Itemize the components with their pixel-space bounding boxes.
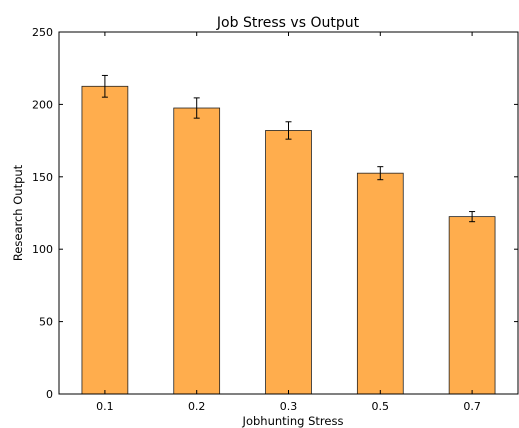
bar bbox=[265, 130, 312, 395]
error-bar bbox=[285, 121, 292, 140]
y-tick-label: 150 bbox=[32, 171, 53, 184]
error-bars-layer bbox=[101, 74, 476, 223]
error-bar bbox=[193, 97, 200, 119]
error-bar bbox=[469, 211, 476, 223]
x-tick-label: 0.2 bbox=[188, 400, 206, 413]
y-axis-ticks: 0 50 100 150 200 250 bbox=[32, 26, 518, 401]
chart-title: Job Stress vs Output bbox=[216, 15, 360, 31]
x-tick-label: 0.3 bbox=[280, 400, 298, 413]
x-tick-label: 0.5 bbox=[372, 400, 390, 413]
x-tick-label: 0.7 bbox=[463, 400, 481, 413]
y-tick-label: 100 bbox=[32, 243, 53, 256]
bar bbox=[356, 172, 404, 395]
y-tick-label: 250 bbox=[32, 26, 53, 39]
x-axis-label: Jobhunting Stress bbox=[242, 414, 344, 428]
x-axis-ticks: 0.1 0.2 0.3 0.5 0.7 bbox=[96, 32, 481, 413]
error-bar bbox=[377, 166, 384, 181]
error-bar bbox=[101, 74, 108, 98]
y-tick-label: 50 bbox=[39, 316, 53, 329]
x-tick-label: 0.1 bbox=[96, 400, 114, 413]
y-axis-label: Research Output bbox=[11, 164, 25, 261]
y-tick-label: 200 bbox=[32, 98, 53, 111]
bar bbox=[81, 85, 129, 395]
bar bbox=[173, 107, 221, 395]
y-tick-label: 0 bbox=[46, 388, 53, 401]
bar bbox=[448, 216, 496, 395]
